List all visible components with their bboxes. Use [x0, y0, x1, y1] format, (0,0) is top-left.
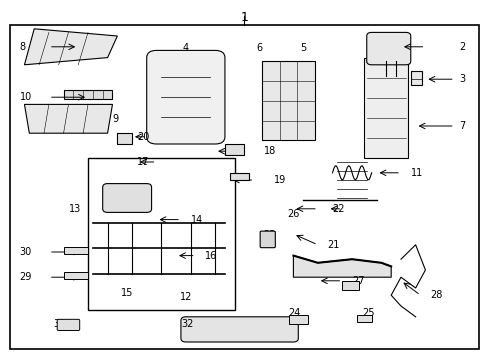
Text: 28: 28: [429, 290, 442, 300]
FancyBboxPatch shape: [366, 32, 410, 65]
Text: 16: 16: [205, 251, 217, 261]
Text: 27: 27: [351, 276, 364, 286]
Text: 4: 4: [183, 43, 188, 53]
Text: 3: 3: [459, 74, 465, 84]
Text: 5: 5: [300, 43, 305, 53]
Text: 13: 13: [68, 204, 81, 214]
Text: 30: 30: [20, 247, 32, 257]
Text: 7: 7: [459, 121, 465, 131]
FancyBboxPatch shape: [261, 61, 315, 140]
FancyBboxPatch shape: [288, 315, 307, 324]
Text: 8: 8: [20, 42, 26, 52]
Text: 20: 20: [137, 132, 149, 142]
Text: 32: 32: [181, 319, 193, 329]
FancyBboxPatch shape: [342, 281, 359, 290]
Text: 29: 29: [20, 272, 32, 282]
Text: 15: 15: [121, 288, 133, 298]
FancyBboxPatch shape: [57, 319, 80, 330]
Text: 21: 21: [327, 240, 339, 250]
Text: 19: 19: [273, 175, 285, 185]
Polygon shape: [117, 133, 132, 144]
Text: 1: 1: [240, 11, 248, 24]
Text: 9: 9: [112, 114, 119, 124]
Text: 31: 31: [54, 319, 66, 329]
Text: 14: 14: [190, 215, 203, 225]
Text: 11: 11: [410, 168, 422, 178]
Text: 6: 6: [256, 43, 262, 53]
Text: 2: 2: [459, 42, 465, 52]
FancyBboxPatch shape: [356, 315, 371, 322]
Text: 10: 10: [20, 92, 32, 102]
FancyBboxPatch shape: [260, 231, 275, 248]
FancyBboxPatch shape: [102, 184, 151, 212]
Text: 26: 26: [286, 209, 299, 219]
FancyBboxPatch shape: [63, 247, 88, 254]
Text: 12: 12: [179, 292, 192, 302]
Text: 25: 25: [361, 308, 374, 318]
Text: 24: 24: [288, 308, 300, 318]
Polygon shape: [293, 256, 390, 277]
FancyBboxPatch shape: [364, 58, 407, 158]
FancyBboxPatch shape: [146, 50, 224, 144]
FancyBboxPatch shape: [63, 90, 112, 99]
Polygon shape: [224, 144, 244, 155]
Polygon shape: [24, 104, 112, 133]
Text: 17: 17: [137, 157, 149, 167]
Text: 22: 22: [332, 204, 345, 214]
Polygon shape: [24, 29, 117, 65]
FancyBboxPatch shape: [181, 317, 298, 342]
FancyBboxPatch shape: [410, 71, 421, 85]
Polygon shape: [229, 173, 249, 180]
Text: 23: 23: [262, 230, 275, 240]
Text: 18: 18: [264, 146, 276, 156]
FancyBboxPatch shape: [63, 272, 88, 279]
